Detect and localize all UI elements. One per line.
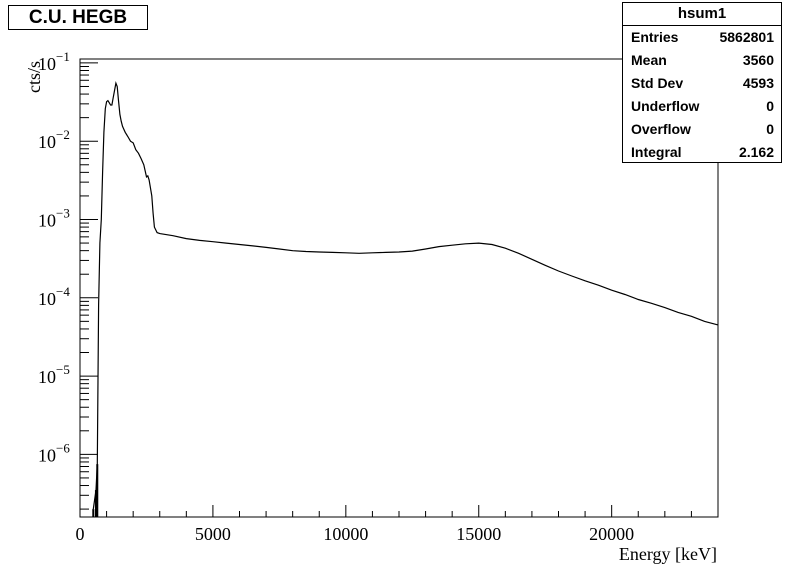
y-tick-label: 10−4	[38, 284, 70, 309]
y-tick-label: 10−2	[38, 127, 70, 152]
x-axis-title: Energy [keV]	[619, 544, 717, 564]
y-axis: 10−1 10−2 10−3 10−4 10−5 10−6	[38, 49, 98, 510]
stats-row-entries: Entries 5862801	[623, 26, 781, 49]
y-tick-label: 10−6	[38, 440, 70, 465]
stats-underflow-value: 0	[766, 98, 774, 114]
x-tick-label: 10000	[323, 524, 368, 544]
stats-entries-label: Entries	[631, 29, 679, 45]
chart-title: C.U. HEGB	[8, 5, 148, 30]
stats-histogram-name: hsum1	[623, 3, 781, 26]
stats-row-integral: Integral 2.162	[623, 141, 781, 164]
stats-row-overflow: Overflow 0	[623, 118, 781, 141]
x-axis: 0 5000 10000 15000 20000	[76, 505, 719, 544]
stats-underflow-label: Underflow	[631, 98, 700, 114]
stats-overflow-value: 0	[766, 121, 774, 137]
stats-row-mean: Mean 3560	[623, 49, 781, 72]
stats-overflow-label: Overflow	[631, 121, 691, 137]
stats-mean-label: Mean	[631, 52, 667, 68]
stats-entries-value: 5862801	[719, 29, 774, 45]
x-tick-label: 5000	[195, 524, 231, 544]
stats-stddev-value: 4593	[742, 75, 774, 91]
x-tick-label: 15000	[456, 524, 501, 544]
x-tick-label: 20000	[589, 524, 634, 544]
stats-row-underflow: Underflow 0	[623, 95, 781, 118]
y-tick-label: 10−5	[38, 362, 70, 387]
y-tick-label: 10−1	[38, 49, 70, 74]
spectrum-line	[92, 81, 719, 510]
stats-stddev-label: Std Dev	[631, 75, 684, 91]
stats-row-stddev: Std Dev 4593	[623, 72, 781, 95]
x-tick-label: 0	[76, 524, 85, 544]
stats-mean-value: 3560	[742, 52, 774, 68]
stats-box: hsum1 Entries 5862801 Mean 3560 Std Dev …	[622, 2, 782, 163]
y-tick-label: 10−3	[38, 205, 70, 230]
y-axis-title: cts/s	[24, 61, 44, 93]
stats-integral-label: Integral	[631, 144, 682, 160]
stats-integral-value: 2.162	[738, 144, 774, 160]
